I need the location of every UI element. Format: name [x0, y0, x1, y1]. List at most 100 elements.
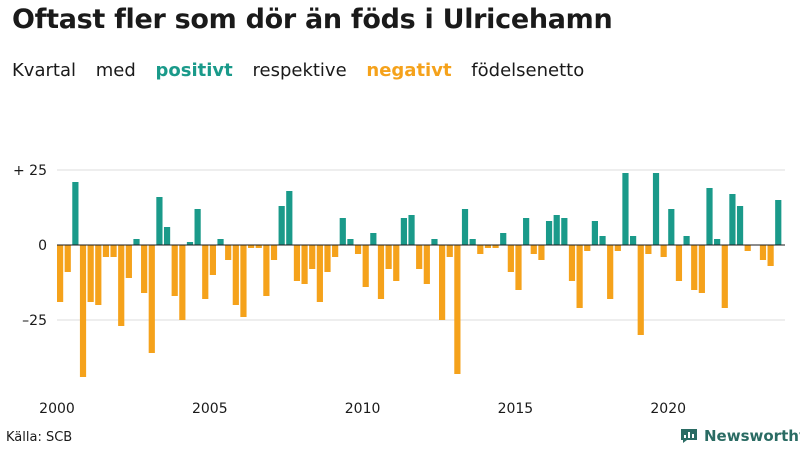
bar-positive	[630, 236, 637, 245]
bar-positive	[545, 221, 553, 245]
bar-negative	[423, 245, 430, 284]
x-tick-label: 2005	[192, 401, 228, 417]
bar-negative	[607, 245, 614, 299]
bar-negative	[393, 245, 400, 281]
subtitle-positive-label: positivt	[155, 60, 233, 81]
bar-negative	[354, 245, 362, 254]
bar-negative	[240, 245, 247, 317]
bar-negative	[477, 245, 484, 254]
bar-positive	[622, 173, 629, 245]
bar-positive	[156, 197, 163, 245]
bar-negative	[87, 245, 94, 302]
bar-positive	[523, 218, 530, 245]
bar-negative	[568, 245, 576, 281]
bar-negative	[263, 245, 270, 296]
bar-negative	[759, 245, 767, 260]
bar-negative	[637, 245, 644, 335]
y-tick-label: 0	[38, 238, 47, 254]
subtitle-word: födelsenetto	[471, 60, 585, 81]
bar-negative	[507, 245, 514, 272]
bar-negative	[57, 245, 64, 302]
bar-positive	[286, 191, 293, 245]
x-tick-label: 2020	[650, 401, 686, 417]
bar-negative	[416, 245, 423, 269]
bar-positive	[736, 206, 744, 245]
bar-negative	[118, 245, 125, 326]
bar-negative	[698, 245, 705, 293]
chart-subtitle: Kvartal med positivt respektive negativt…	[12, 60, 598, 81]
x-tick-label: 2015	[498, 401, 534, 417]
bar-negative	[95, 245, 102, 305]
bar-negative	[385, 245, 392, 269]
bar-negative	[309, 245, 316, 269]
brand-name: Newsworthy	[704, 427, 800, 445]
bar-negative	[767, 245, 774, 266]
bar-positive	[72, 182, 79, 245]
bar-negative	[377, 245, 385, 299]
bar-negative	[324, 245, 331, 272]
bar-negative	[270, 245, 278, 260]
bar-negative	[316, 245, 323, 302]
bar-negative	[530, 245, 537, 254]
bar-positive	[186, 242, 194, 245]
bar-negative	[148, 245, 155, 353]
bar-positive	[347, 239, 354, 245]
bar-positive	[706, 188, 713, 245]
bar-chart-icon	[681, 429, 697, 443]
bar-negative	[744, 245, 751, 251]
subtitle-word: med	[95, 60, 136, 81]
bar-negative	[209, 245, 216, 275]
y-tick-label: –25	[22, 313, 47, 329]
bar-positive	[194, 209, 201, 245]
bar-positive	[553, 215, 560, 245]
x-tick-label: 2000	[39, 401, 75, 417]
bar-negative	[439, 245, 446, 320]
bar-positive	[461, 209, 469, 245]
bar-positive	[400, 218, 407, 245]
bar-negative	[332, 245, 339, 257]
bar-negative	[515, 245, 522, 290]
bar-negative	[110, 245, 117, 257]
subtitle-word: Kvartal	[12, 60, 76, 81]
bar-positive	[668, 209, 675, 245]
bar-positive	[431, 239, 438, 245]
brand-logo: Newsworthy	[680, 427, 800, 445]
bar-positive	[469, 239, 476, 245]
bar-negative	[301, 245, 308, 284]
bar-negative	[225, 245, 232, 260]
subtitle-negative-label: negativt	[366, 60, 452, 81]
bar-negative	[645, 245, 652, 254]
bar-positive	[408, 215, 415, 245]
bar-positive	[500, 233, 507, 245]
bar-negative	[202, 245, 209, 299]
bar-negative	[492, 245, 499, 248]
bar-negative	[141, 245, 148, 293]
bar-negative	[64, 245, 71, 272]
bar-negative	[614, 245, 621, 251]
bar-negative	[171, 245, 178, 296]
bar-negative	[454, 245, 461, 374]
bar-positive	[714, 239, 721, 245]
bar-positive	[163, 227, 171, 245]
bar-negative	[255, 245, 262, 248]
bar-negative	[102, 245, 110, 257]
bar-negative	[446, 245, 453, 257]
bar-positive	[217, 239, 224, 245]
bar-positive	[278, 206, 285, 245]
bar-negative	[79, 245, 87, 377]
bar-positive	[652, 173, 660, 245]
chart-title: Oftast fler som dör än föds i Ulricehamn	[12, 4, 613, 35]
bar-positive	[775, 200, 782, 245]
bar-positive	[599, 236, 606, 245]
bar-negative	[362, 245, 369, 287]
bar-negative	[232, 245, 239, 305]
bar-negative	[179, 245, 186, 320]
source-note: Källa: SCB	[6, 430, 73, 445]
bar-negative	[293, 245, 301, 281]
bar-negative	[691, 245, 698, 290]
bar-negative	[248, 245, 255, 248]
bar-positive	[561, 218, 568, 245]
bar-positive	[370, 233, 377, 245]
bar-negative	[125, 245, 132, 278]
